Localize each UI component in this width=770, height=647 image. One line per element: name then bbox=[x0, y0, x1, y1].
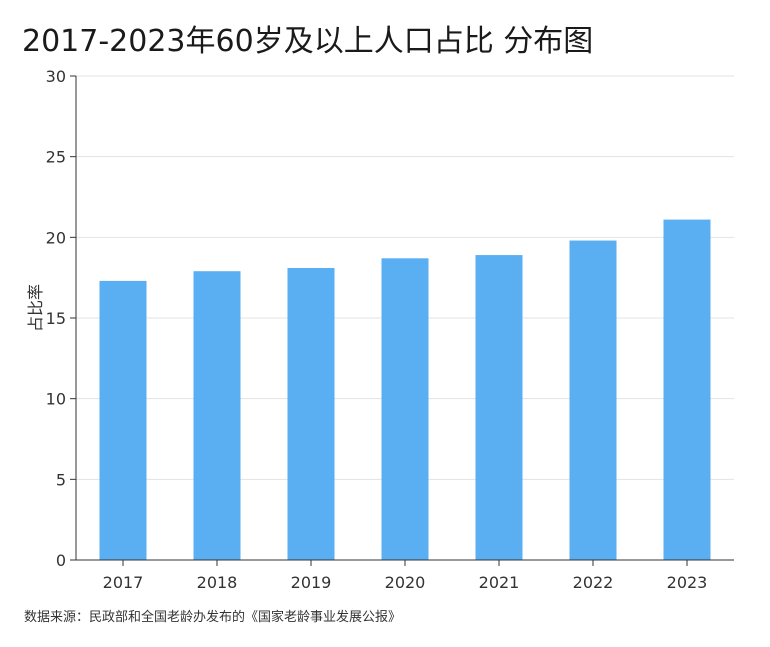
source-note: 数据来源：民政部和全国老龄办发布的《国家老龄事业发展公报》 bbox=[24, 610, 402, 625]
chart-title: 2017-2023年60岁及以上人口占比 分布图 bbox=[22, 24, 594, 59]
x-tick-label-2020: 2020 bbox=[385, 573, 426, 592]
bar-2017 bbox=[99, 280, 147, 560]
x-tick-label-2021: 2021 bbox=[479, 573, 520, 592]
y-tick-label-15: 15 bbox=[46, 309, 66, 328]
y-tick-labels: 0 5 10 15 20 25 30 bbox=[46, 67, 66, 570]
bar-2019 bbox=[287, 267, 335, 560]
bars bbox=[99, 219, 711, 560]
bar-2023 bbox=[663, 219, 711, 560]
x-tick-label-2022: 2022 bbox=[573, 573, 614, 592]
y-tick-label-0: 0 bbox=[56, 551, 66, 570]
x-tick-labels: 2017 2018 2019 2020 2021 2022 2023 bbox=[103, 573, 708, 592]
bar-2021 bbox=[475, 255, 523, 560]
y-tick-label-25: 25 bbox=[46, 148, 66, 167]
axes bbox=[70, 75, 734, 566]
bar-2018 bbox=[193, 271, 241, 560]
y-tick-label-5: 5 bbox=[56, 470, 66, 489]
x-tick-label-2023: 2023 bbox=[667, 573, 708, 592]
y-tick-label-20: 20 bbox=[46, 228, 66, 247]
bar-chart: 0 5 10 15 20 25 30 2017 2018 2019 2020 2021 2022 202… bbox=[46, 67, 734, 592]
x-tick-label-2018: 2018 bbox=[197, 573, 238, 592]
bar-2022 bbox=[569, 240, 617, 560]
y-tick-label-30: 30 bbox=[46, 67, 66, 86]
x-tick-label-2017: 2017 bbox=[103, 573, 144, 592]
y-tick-label-10: 10 bbox=[46, 390, 66, 409]
bar-2020 bbox=[381, 258, 429, 560]
x-tick-label-2019: 2019 bbox=[291, 573, 332, 592]
